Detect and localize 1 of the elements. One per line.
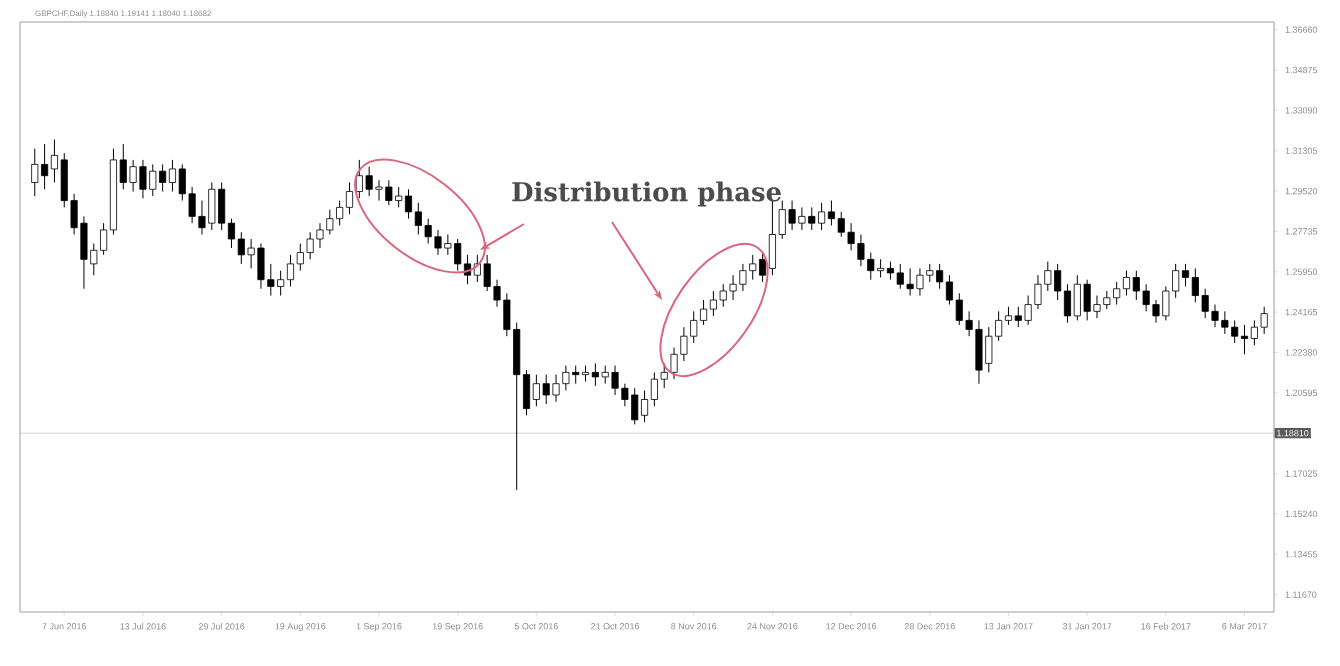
annotation: Distribution phase: [512, 181, 781, 207]
